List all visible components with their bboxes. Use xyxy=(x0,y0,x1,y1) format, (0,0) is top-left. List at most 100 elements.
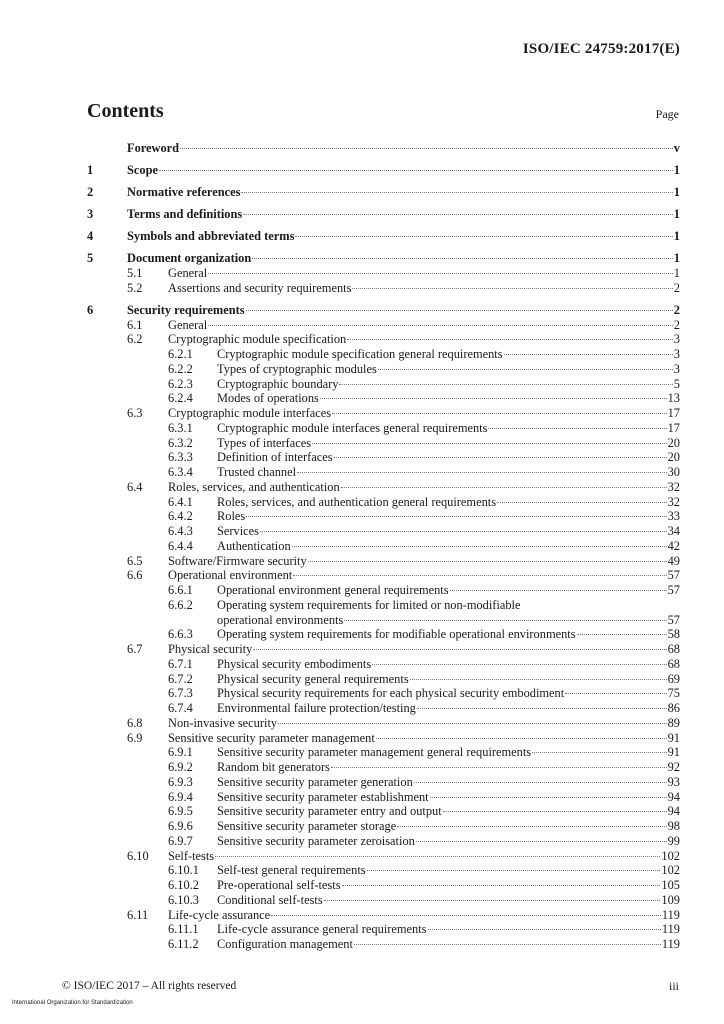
dot-leader xyxy=(278,722,667,724)
dot-leader xyxy=(252,258,673,260)
toc-entry[interactable]: 6.7.3 Physical security requirements for … xyxy=(87,686,680,701)
section-number: 5 xyxy=(87,251,94,266)
toc-entry[interactable]: 6.3 Cryptographic module interfaces 17 xyxy=(87,406,680,421)
toc-entry[interactable]: 2 Normative references 1 xyxy=(87,185,680,200)
toc-entry[interactable]: 6.10 Self-tests 102 xyxy=(87,849,680,864)
toc-entry[interactable]: 6.3.4 Trusted channel 30 xyxy=(87,465,680,480)
page-ref: 32 xyxy=(667,479,680,494)
section-number: 6.4.2 xyxy=(168,509,193,524)
dot-leader xyxy=(295,236,673,238)
toc-entry[interactable]: 6.4.3 Services 34 xyxy=(87,524,680,539)
page-ref: 17 xyxy=(667,406,680,421)
dot-leader xyxy=(259,531,667,533)
toc-entry[interactable]: 5 Document organization 1 xyxy=(87,251,680,266)
dot-leader xyxy=(208,272,673,274)
toc-entry[interactable]: 5.1 General 1 xyxy=(87,266,680,281)
toc-entry[interactable]: 6.6 Operational environment 57 xyxy=(87,568,680,583)
toc-entry[interactable]: 6.11.1 Life-cycle assurance general requi… xyxy=(87,922,680,937)
section-title: Operating system requirements for modifi… xyxy=(217,627,576,642)
toc-entry[interactable]: 6.6.3 Operating system requirements for m… xyxy=(87,627,680,642)
organization-watermark: International Organization for Standardi… xyxy=(12,1000,133,1006)
toc-entry[interactable]: 6.9.7 Sensitive security parameter zerois… xyxy=(87,834,680,849)
dot-leader xyxy=(307,560,667,562)
toc-entry[interactable]: 6.9.4 Sensitive security parameter establ… xyxy=(87,790,680,805)
section-number: 6 xyxy=(87,302,94,317)
dot-leader xyxy=(241,192,673,194)
toc-entry[interactable]: 6.7.4 Environmental failure protection/te… xyxy=(87,701,680,716)
toc-entry[interactable]: 6.6.2 Operating system requirements for l… xyxy=(87,598,680,613)
toc-entry[interactable]: 6.2 Cryptographic module specification 3 xyxy=(87,332,680,347)
page-ref: 1 xyxy=(673,163,680,178)
section-title: Non-invasive security xyxy=(168,715,278,730)
dot-leader xyxy=(158,170,673,172)
toc-entry[interactable]: 6.4.2 Roles 33 xyxy=(87,509,680,524)
section-number: 6.4.4 xyxy=(168,538,193,553)
toc-entry[interactable]: 4 Symbols and abbreviated terms 1 xyxy=(87,229,680,244)
toc-entry[interactable]: 6.2.4 Modes of operations 13 xyxy=(87,391,680,406)
page-ref: 5 xyxy=(673,376,680,391)
page-title: Contents xyxy=(87,100,164,122)
toc-entry[interactable]: 6.9.3 Sensitive security parameter genera… xyxy=(87,775,680,790)
toc-entry[interactable]: 6.10.3 Conditional self-tests 109 xyxy=(87,893,680,908)
section-number: 3 xyxy=(87,207,94,222)
toc-entry[interactable]: 6.11.2 Configuration management 119 xyxy=(87,937,680,952)
toc-entry[interactable]: 6.2.2 Types of cryptographic modules 3 xyxy=(87,362,680,377)
toc-entry[interactable]: 6.9.5 Sensitive security parameter entry … xyxy=(87,804,680,819)
toc-entry[interactable]: 6.3.2 Types of interfaces 20 xyxy=(87,436,680,451)
toc-entry[interactable]: 6.1 General 2 xyxy=(87,318,680,333)
toc-entry[interactable]: 6.9.1 Sensitive security parameter manage… xyxy=(87,745,680,760)
toc-entry[interactable]: 6.10.2 Pre-operational self-tests 105 xyxy=(87,878,680,893)
table-of-contents: Foreword v 1 Scope 1 2 Normative references 1 3 T… xyxy=(87,141,680,952)
dot-leader xyxy=(377,368,673,370)
dot-leader xyxy=(243,214,673,216)
page-ref: 3 xyxy=(673,332,680,347)
toc-entry[interactable]: 6.4.4 Authentication 42 xyxy=(87,539,680,554)
toc-entry[interactable]: 6.7 Physical security 68 xyxy=(87,642,680,657)
dot-leader xyxy=(347,339,673,341)
dot-leader xyxy=(208,324,673,326)
toc-entry[interactable]: 6.2.1 Cryptographic module specification … xyxy=(87,347,680,362)
toc-entry[interactable]: 6.5 Software/Firmware security 49 xyxy=(87,554,680,569)
section-title: Life-cycle assurance general requirement… xyxy=(217,922,427,937)
section-number: 6.11.2 xyxy=(168,937,199,952)
dot-leader xyxy=(341,885,661,887)
section-number: 6.10.1 xyxy=(168,863,199,878)
toc-entry[interactable]: 6.6.1 Operational environment general req… xyxy=(87,583,680,598)
toc-entry[interactable]: 1 Scope 1 xyxy=(87,163,680,178)
toc-entry[interactable]: 6.9.6 Sensitive security parameter storag… xyxy=(87,819,680,834)
page-ref: 30 xyxy=(667,465,680,480)
page-column-label: Page xyxy=(655,107,679,121)
toc-entry[interactable]: 5.2 Assertions and security requirements 2 xyxy=(87,281,680,296)
toc-entry[interactable]: 6.10.1 Self-test general requirements 102 xyxy=(87,863,680,878)
section-number: 1 xyxy=(87,163,94,178)
toc-entry[interactable]: 6.9.2 Random bit generators 92 xyxy=(87,760,680,775)
toc-entry[interactable]: 6.7.1 Physical security embodiments 68 xyxy=(87,657,680,672)
toc-entry-continuation[interactable]: operational environments 57 xyxy=(217,613,680,628)
toc-entry[interactable]: 3 Terms and definitions 1 xyxy=(87,207,680,222)
section-number: 6.9 xyxy=(127,730,143,745)
toc-entry[interactable]: Foreword v xyxy=(87,141,680,156)
toc-entry[interactable]: 6.3.1 Cryptographic module interfaces gen… xyxy=(87,421,680,436)
section-title: Sensitive security parameter entry and o… xyxy=(217,804,442,819)
dot-leader xyxy=(323,899,661,901)
section-number: 6.7.4 xyxy=(168,701,193,716)
toc-entry[interactable]: 6.3.3 Definition of interfaces 20 xyxy=(87,450,680,465)
toc-entry[interactable]: 6.4.1 Roles, services, and authentication… xyxy=(87,495,680,510)
toc-entry[interactable]: 6.11 Life-cycle assurance 119 xyxy=(87,908,680,923)
toc-entry[interactable]: 6.8 Non-invasive security 89 xyxy=(87,716,680,731)
toc-entry[interactable]: 6.9 Sensitive security parameter manageme… xyxy=(87,731,680,746)
section-number: 6.3 xyxy=(127,406,143,421)
section-title: Sensitive security parameter storage xyxy=(217,819,397,834)
page-ref: 86 xyxy=(667,701,680,716)
dot-leader xyxy=(180,148,673,149)
section-title: Physical security embodiments xyxy=(217,656,372,671)
dot-leader xyxy=(344,619,667,621)
section-title: Terms and definitions xyxy=(127,207,243,222)
toc-entry[interactable]: 6.4 Roles, services, and authentication 32 xyxy=(87,480,680,495)
toc-entry[interactable]: 6 Security requirements 2 xyxy=(87,303,680,318)
toc-entry[interactable]: 6.7.2 Physical security general requireme… xyxy=(87,672,680,687)
section-title: Types of cryptographic modules xyxy=(217,361,377,376)
toc-entry[interactable]: 6.2.3 Cryptographic boundary 5 xyxy=(87,377,680,392)
section-title: Physical security requirements for each … xyxy=(217,686,565,701)
dot-leader xyxy=(366,870,661,872)
